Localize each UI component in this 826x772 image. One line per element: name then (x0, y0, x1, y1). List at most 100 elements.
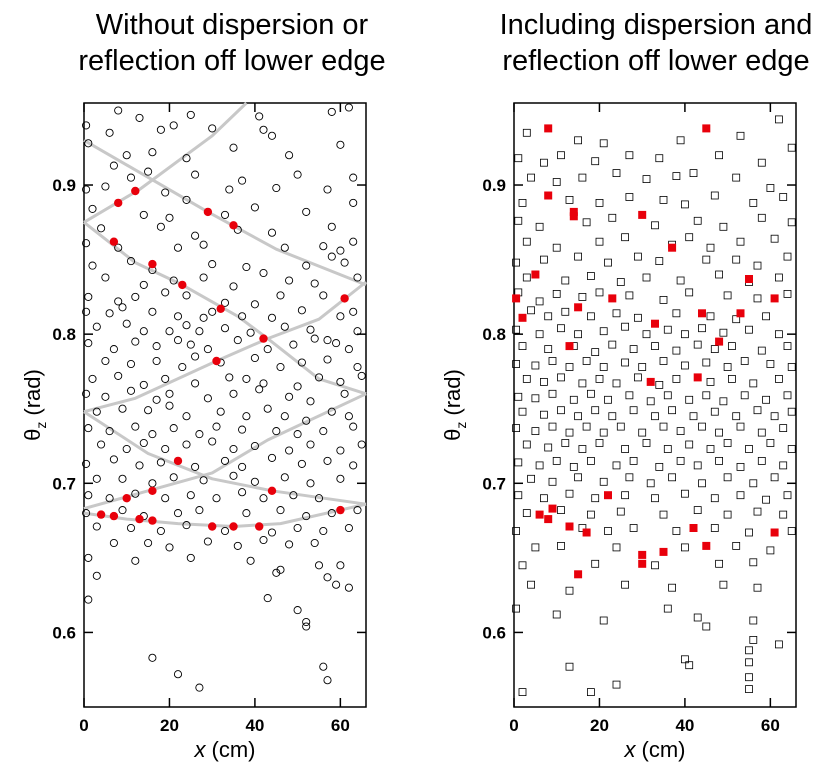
left-data-point (297, 358, 306, 367)
left-data-point (148, 148, 157, 157)
right-data-point (591, 494, 600, 503)
right-y-axis-label-var: θ (440, 429, 465, 441)
left-highlight-point (114, 198, 123, 208)
right-data-point (552, 243, 561, 252)
right-data-point (522, 273, 531, 282)
left-data-point (114, 243, 123, 252)
left-data-point (82, 239, 91, 248)
right-data-point (587, 688, 595, 696)
left-data-point (182, 291, 191, 300)
right-data-point (651, 412, 659, 421)
right-data-point (544, 345, 553, 354)
right-highlight-point (745, 275, 753, 283)
right-data-point (723, 510, 732, 519)
right-data-point (693, 461, 702, 470)
right-data-point (612, 461, 621, 470)
left-data-point (169, 424, 178, 433)
left-highlight-point (336, 505, 345, 515)
right-data-point (676, 276, 685, 285)
right-data-point (757, 456, 766, 465)
right-x-tick-label: 40 (675, 716, 694, 735)
left-data-point (233, 541, 242, 550)
left-data-point (131, 422, 140, 431)
left-data-point (109, 538, 118, 548)
right-highlight-point (702, 541, 711, 550)
left-data-point (105, 128, 114, 137)
left-data-point (302, 617, 311, 627)
right-data-point (787, 218, 796, 227)
left-data-point (344, 412, 353, 421)
left-data-point (182, 440, 191, 449)
left-data-point (203, 394, 212, 403)
right-data-point (591, 559, 600, 568)
left-data-point (109, 345, 118, 354)
left-data-point (182, 195, 191, 204)
left-highlight-point (148, 259, 157, 269)
right-data-point (552, 289, 561, 298)
left-data-point (250, 353, 259, 363)
left-data-point (349, 307, 358, 316)
right-data-point (762, 312, 770, 321)
left-data-point (229, 282, 238, 291)
right-data-point (599, 327, 608, 336)
right-data-point (757, 213, 766, 222)
left-highlight-point (178, 280, 187, 290)
left-data-point (327, 222, 336, 231)
left-data-point (276, 506, 285, 515)
right-data-point (672, 309, 681, 318)
left-data-point (139, 210, 148, 219)
right-data-point (706, 445, 715, 453)
left-data-point (259, 535, 268, 545)
right-data-point (540, 158, 548, 167)
left-data-point (327, 509, 336, 518)
right-data-point (625, 473, 634, 482)
left-data-point (169, 473, 178, 482)
right-data-point (565, 195, 574, 204)
left-data-point (238, 176, 247, 185)
right-data-point (728, 374, 736, 383)
right-data-point (702, 391, 711, 400)
right-x-ticks: 0 20 40 60 (509, 103, 780, 735)
right-data-point (668, 406, 676, 415)
left-data-point (259, 494, 268, 503)
right-highlight-point (531, 270, 540, 279)
right-data-point (527, 173, 535, 182)
right-data-point (689, 169, 698, 178)
left-data-point (259, 125, 268, 134)
left-data-point (280, 322, 289, 331)
left-data-point (122, 319, 131, 328)
right-data-point (766, 360, 775, 368)
right-data-point (557, 151, 565, 160)
right-data-point (706, 312, 715, 321)
right-data-point (723, 473, 732, 482)
right-data-point (540, 494, 548, 503)
right-data-point (736, 237, 745, 246)
right-chart-panel: Including dispersion and reflection off … (440, 9, 812, 762)
left-data-point (114, 297, 123, 306)
right-data-point (753, 406, 762, 415)
right-highlight-point (574, 570, 583, 579)
left-data-point (84, 292, 93, 301)
left-data-point (144, 167, 153, 176)
left-data-point (323, 573, 332, 582)
left-highlight-point (340, 294, 349, 303)
left-data-point (101, 392, 110, 401)
left-data-point (349, 173, 358, 182)
right-data-point (663, 445, 672, 453)
right-data-point (557, 542, 565, 550)
right-data-point (770, 473, 779, 482)
left-data-point (306, 397, 315, 406)
right-data-point (646, 479, 655, 488)
left-y-axis-label: θz (rad) (20, 369, 49, 441)
right-data-point (698, 422, 706, 431)
right-data-point (775, 273, 783, 282)
right-data-point (574, 330, 582, 339)
left-data-point (203, 537, 212, 546)
right-data-point (749, 479, 758, 488)
right-data-point (676, 136, 685, 145)
right-data-point (779, 461, 788, 470)
right-data-point (561, 439, 570, 447)
left-data-point (161, 494, 170, 503)
left-data-point (302, 207, 311, 216)
left-highlight-point (208, 522, 217, 531)
